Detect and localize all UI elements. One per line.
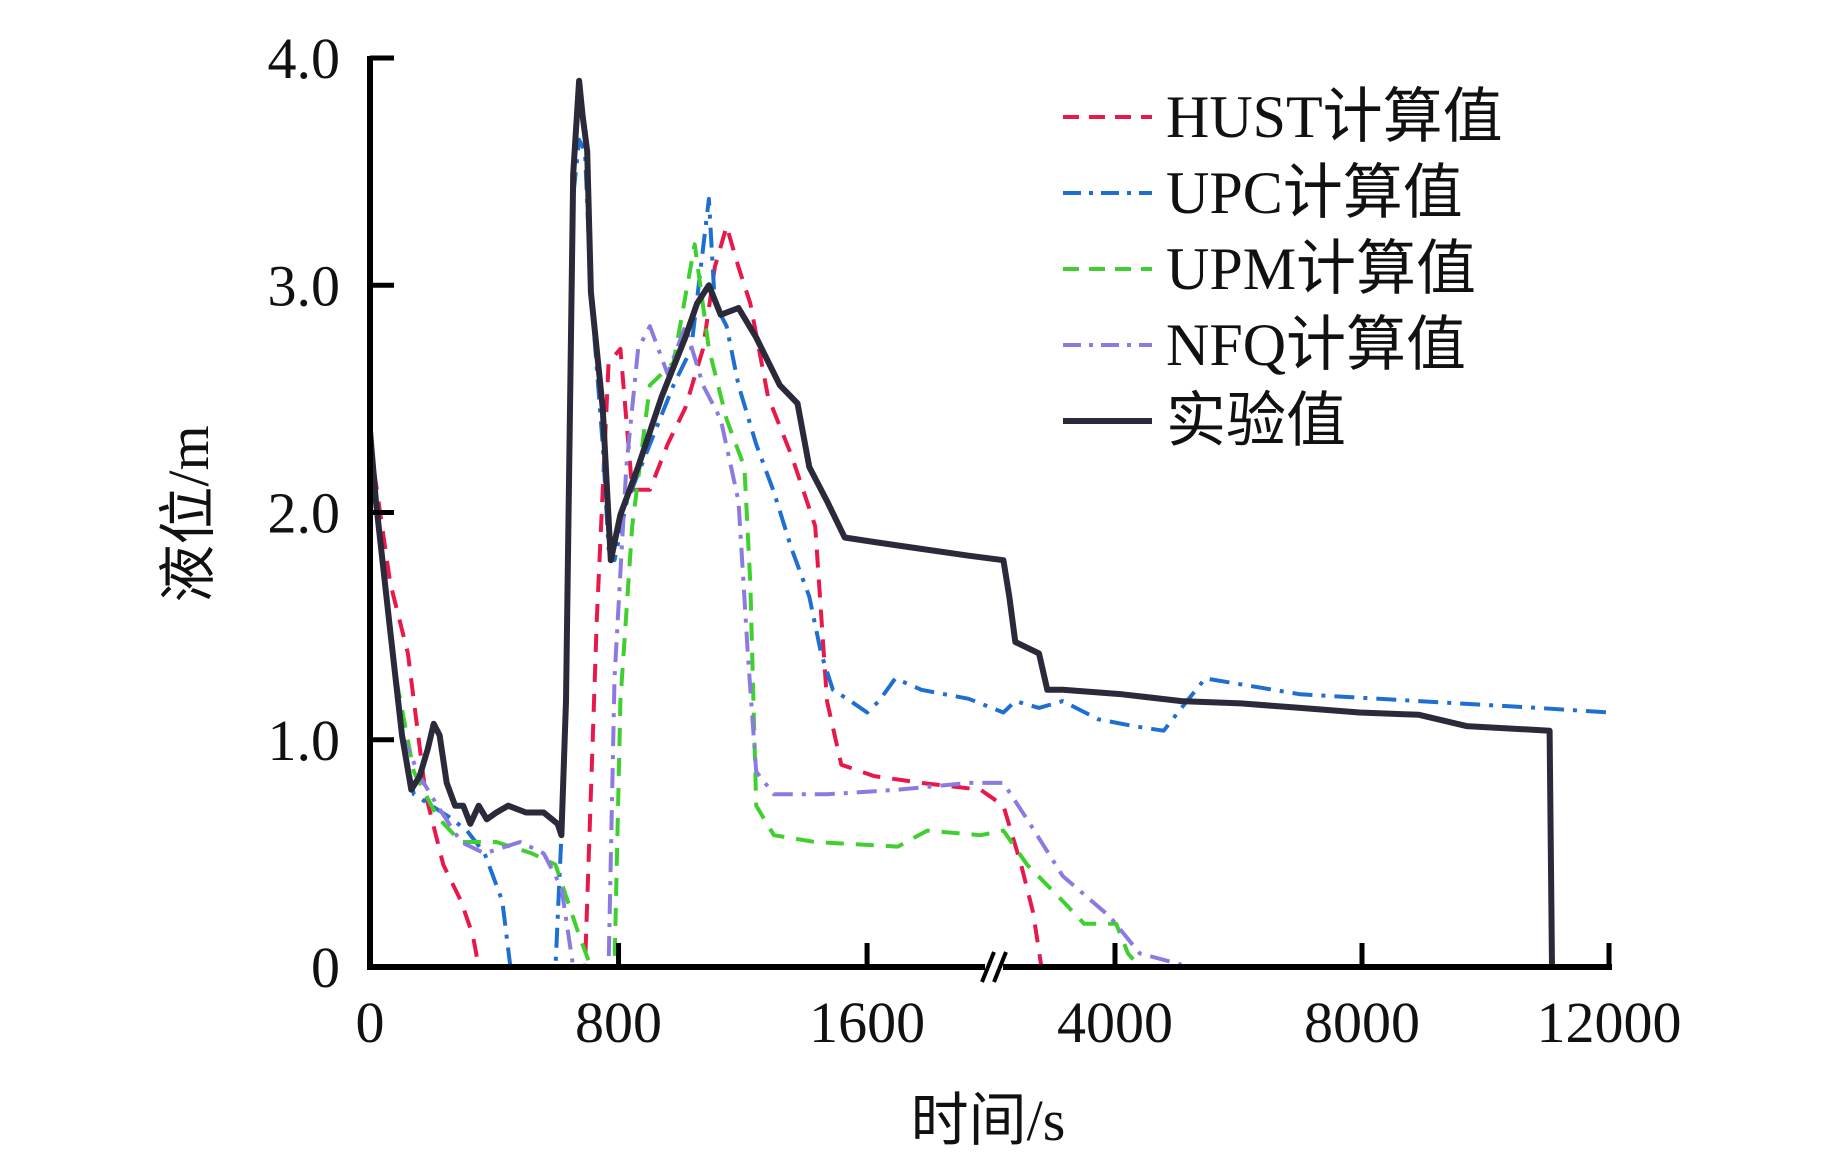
x-tick-label: 12000 [1537,990,1682,1055]
y-tick-label: 1.0 [268,708,341,773]
x-tick-label: 0 [356,990,385,1055]
y-tick-label: 0 [311,935,340,1000]
legend-label-4: 实验值 [1166,388,1346,454]
x-tick-label: 800 [575,990,662,1055]
series-line-4 [367,77,1555,968]
axis-break-mark [980,951,1008,983]
legend-label-0: HUST计算值 [1166,84,1503,150]
x-axis-title: 时间/s [911,1088,1066,1153]
series-line-1 [368,137,1610,969]
series-line-3 [368,324,1183,969]
y-ticks: 0 1.0 2.0 3.0 4.0 [268,26,394,1000]
series-line-0 [368,224,1044,969]
y-tick-label: 3.0 [268,253,341,318]
y-tick-label: 4.0 [268,26,341,91]
x-tick-label: 8000 [1304,990,1420,1055]
series-line-2 [368,242,1194,969]
x-ticks: 0 800 1600 4000 8000 12000 [356,943,1682,1055]
series-layer [367,77,1610,969]
y-tick-label: 2.0 [268,481,341,546]
x-tick-label: 4000 [1057,990,1173,1055]
x-tick-label: 1600 [809,990,925,1055]
legend-label-1: UPC计算值 [1166,160,1463,226]
legend-label-2: UPM计算值 [1166,236,1476,302]
y-axis-title: 液位/m [156,425,221,602]
legend-label-3: NFQ计算值 [1166,312,1466,378]
